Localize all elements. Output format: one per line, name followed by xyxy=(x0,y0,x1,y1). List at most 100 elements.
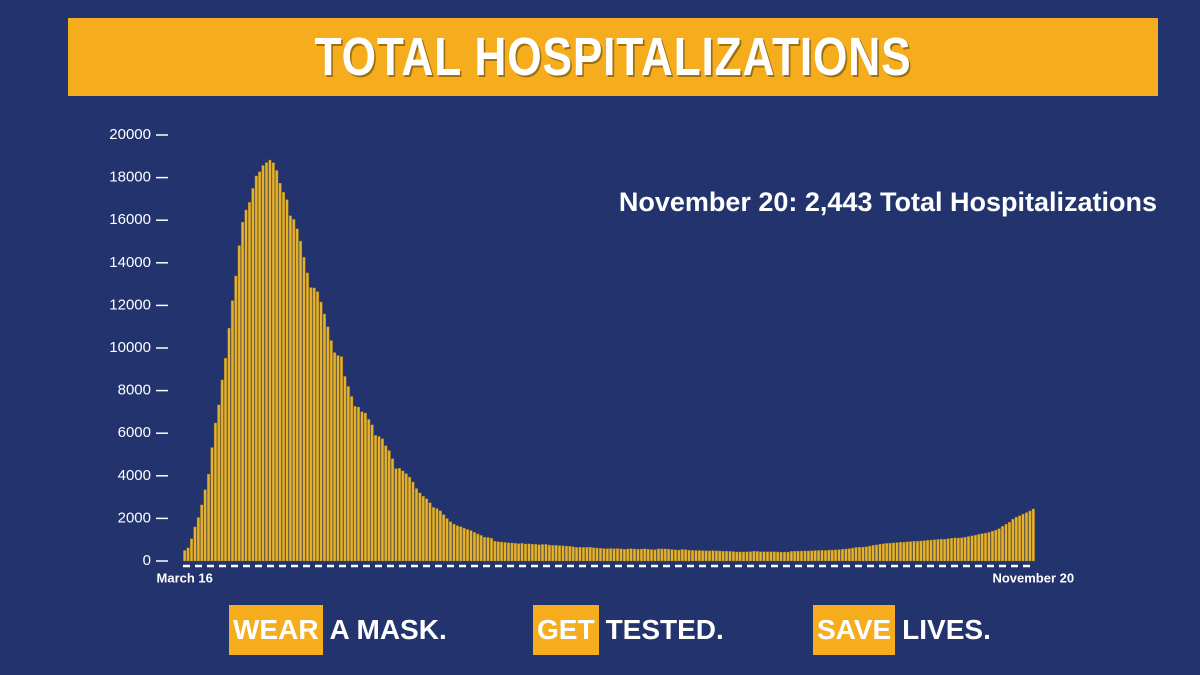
bar xyxy=(384,445,388,562)
bar xyxy=(346,386,350,562)
bar xyxy=(861,546,865,562)
bar xyxy=(333,352,337,562)
bar xyxy=(694,550,698,562)
bar xyxy=(612,548,616,562)
bar xyxy=(302,257,306,562)
bar xyxy=(421,496,425,562)
bar xyxy=(697,550,701,562)
bar xyxy=(704,550,708,562)
bar xyxy=(1001,526,1005,562)
bar xyxy=(190,538,194,562)
bar xyxy=(520,543,524,562)
bar xyxy=(762,551,766,562)
bar xyxy=(783,551,787,562)
bar xyxy=(391,458,395,562)
bar xyxy=(442,514,446,562)
bar xyxy=(752,550,756,562)
bar xyxy=(670,549,674,562)
bar xyxy=(295,228,299,562)
bar xyxy=(503,542,507,562)
bar xyxy=(244,209,248,562)
bar xyxy=(265,162,268,562)
bar xyxy=(1021,513,1025,562)
bar xyxy=(547,544,551,562)
bar xyxy=(650,549,654,562)
bar xyxy=(203,489,207,562)
bar xyxy=(387,450,391,562)
bar xyxy=(684,549,688,562)
x-tick-label: November 20 xyxy=(992,570,1074,585)
bar xyxy=(455,525,459,562)
bar xyxy=(575,547,579,562)
bar xyxy=(357,406,361,562)
bar xyxy=(428,502,432,562)
footer: WEAR A MASK. GET TESTED. SAVE LIVES. xyxy=(0,605,1200,655)
bar xyxy=(472,532,476,562)
bar xyxy=(946,538,950,562)
bar xyxy=(864,546,868,562)
bar xyxy=(271,162,275,562)
x-tick-label: March 16 xyxy=(157,570,213,585)
bar xyxy=(496,541,500,562)
bar xyxy=(370,424,374,562)
bar xyxy=(609,548,613,562)
bar xyxy=(963,537,967,562)
bar xyxy=(748,551,752,562)
bar xyxy=(268,159,272,562)
bar xyxy=(571,546,575,562)
slogan-highlight: WEAR xyxy=(229,605,323,655)
y-tick-label: 4000 xyxy=(118,467,151,484)
bar xyxy=(922,540,926,562)
bar xyxy=(230,300,234,562)
bar xyxy=(701,550,705,562)
bar xyxy=(680,549,684,562)
bar xyxy=(510,542,514,562)
bar xyxy=(452,523,456,562)
y-tick-label: 0 xyxy=(143,552,151,569)
bar xyxy=(926,540,930,562)
bar xyxy=(820,550,824,562)
bar xyxy=(956,537,960,562)
bar xyxy=(810,550,814,562)
bar xyxy=(932,539,936,562)
bar xyxy=(305,272,309,562)
bar xyxy=(626,548,630,562)
bar xyxy=(997,528,1001,562)
bar xyxy=(476,533,480,562)
bar xyxy=(653,549,657,562)
bar xyxy=(875,544,879,562)
y-tick-label: 2000 xyxy=(118,509,151,526)
bar xyxy=(459,526,463,562)
y-tick-label: 14000 xyxy=(109,254,151,271)
bar xyxy=(1024,512,1028,562)
slogan-highlight: SAVE xyxy=(813,605,896,655)
bar xyxy=(840,549,844,562)
bar xyxy=(438,510,442,562)
bar xyxy=(592,547,596,562)
bar xyxy=(714,550,718,562)
bar xyxy=(554,545,558,562)
bar xyxy=(258,171,262,562)
bar xyxy=(353,406,357,562)
bar xyxy=(837,549,841,562)
bar xyxy=(435,508,439,562)
bar xyxy=(278,183,282,562)
bar xyxy=(789,551,793,562)
bar xyxy=(193,526,197,562)
bar xyxy=(414,488,418,562)
bar xyxy=(196,517,200,562)
bar xyxy=(261,165,265,562)
bar xyxy=(316,291,320,562)
bar xyxy=(1028,510,1032,562)
bar xyxy=(183,550,187,562)
bar xyxy=(489,538,493,562)
bar xyxy=(691,550,694,562)
bar xyxy=(578,547,582,562)
bar xyxy=(735,551,739,562)
bar xyxy=(793,551,797,562)
bar xyxy=(868,545,872,562)
bar xyxy=(772,551,776,562)
bar xyxy=(322,313,326,562)
